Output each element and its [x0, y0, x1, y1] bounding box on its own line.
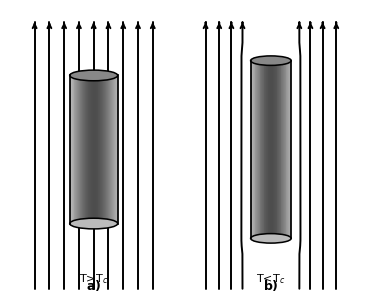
Polygon shape: [117, 75, 118, 224]
Polygon shape: [93, 75, 94, 224]
Polygon shape: [289, 61, 290, 238]
Polygon shape: [100, 75, 102, 224]
Polygon shape: [84, 75, 85, 224]
Polygon shape: [108, 75, 109, 224]
Text: T<T$_c$: T<T$_c$: [256, 272, 285, 286]
Polygon shape: [71, 75, 72, 224]
Polygon shape: [288, 61, 289, 238]
Polygon shape: [271, 61, 272, 238]
Polygon shape: [91, 75, 92, 224]
Polygon shape: [82, 75, 83, 224]
Text: $\mathbf{b)}$: $\mathbf{b)}$: [263, 278, 279, 293]
Polygon shape: [266, 61, 267, 238]
Polygon shape: [279, 61, 280, 238]
Polygon shape: [99, 75, 100, 224]
Polygon shape: [85, 75, 86, 224]
Polygon shape: [259, 61, 260, 238]
Polygon shape: [272, 61, 273, 238]
Polygon shape: [264, 61, 265, 238]
Polygon shape: [89, 75, 90, 224]
Polygon shape: [255, 61, 256, 238]
Polygon shape: [290, 61, 291, 238]
Polygon shape: [77, 75, 78, 224]
Polygon shape: [280, 61, 282, 238]
Polygon shape: [109, 75, 110, 224]
Polygon shape: [253, 61, 254, 238]
Polygon shape: [116, 75, 117, 224]
Polygon shape: [70, 75, 71, 224]
Polygon shape: [81, 75, 82, 224]
Polygon shape: [83, 75, 84, 224]
Polygon shape: [270, 61, 271, 238]
Polygon shape: [275, 61, 276, 238]
Polygon shape: [262, 61, 263, 238]
Polygon shape: [285, 61, 286, 238]
Polygon shape: [92, 75, 93, 224]
Polygon shape: [252, 61, 253, 238]
Polygon shape: [256, 61, 257, 238]
Polygon shape: [73, 75, 74, 224]
Polygon shape: [267, 61, 268, 238]
Polygon shape: [78, 75, 79, 224]
Ellipse shape: [251, 234, 291, 243]
Polygon shape: [74, 75, 76, 224]
Polygon shape: [258, 61, 259, 238]
Polygon shape: [115, 75, 116, 224]
Text: $\mathbf{a)}$: $\mathbf{a)}$: [86, 278, 101, 293]
Polygon shape: [76, 75, 77, 224]
Polygon shape: [112, 75, 113, 224]
Polygon shape: [79, 75, 80, 224]
Polygon shape: [103, 75, 104, 224]
Polygon shape: [282, 61, 283, 238]
Polygon shape: [276, 61, 277, 238]
Ellipse shape: [70, 70, 118, 81]
Text: T>T$_c$: T>T$_c$: [79, 272, 108, 286]
Polygon shape: [97, 75, 99, 224]
Polygon shape: [273, 61, 274, 238]
Polygon shape: [111, 75, 112, 224]
Polygon shape: [102, 75, 103, 224]
Ellipse shape: [70, 218, 118, 229]
Polygon shape: [254, 61, 255, 238]
Polygon shape: [257, 61, 258, 238]
Polygon shape: [265, 61, 266, 238]
Polygon shape: [96, 75, 97, 224]
Polygon shape: [278, 61, 279, 238]
Polygon shape: [251, 61, 252, 238]
Polygon shape: [114, 75, 115, 224]
Polygon shape: [86, 75, 87, 224]
Polygon shape: [87, 75, 88, 224]
Polygon shape: [287, 61, 288, 238]
Polygon shape: [268, 61, 269, 238]
Polygon shape: [110, 75, 111, 224]
Polygon shape: [88, 75, 89, 224]
Polygon shape: [260, 61, 261, 238]
Ellipse shape: [251, 56, 291, 65]
Polygon shape: [269, 61, 270, 238]
Polygon shape: [104, 75, 105, 224]
Polygon shape: [107, 75, 108, 224]
Polygon shape: [286, 61, 287, 238]
Polygon shape: [284, 61, 285, 238]
Polygon shape: [94, 75, 96, 224]
Polygon shape: [105, 75, 106, 224]
Polygon shape: [261, 61, 262, 238]
Polygon shape: [72, 75, 73, 224]
Polygon shape: [277, 61, 278, 238]
Polygon shape: [90, 75, 91, 224]
Polygon shape: [106, 75, 107, 224]
Polygon shape: [263, 61, 264, 238]
Polygon shape: [80, 75, 81, 224]
Polygon shape: [113, 75, 114, 224]
Polygon shape: [274, 61, 275, 238]
Polygon shape: [283, 61, 284, 238]
